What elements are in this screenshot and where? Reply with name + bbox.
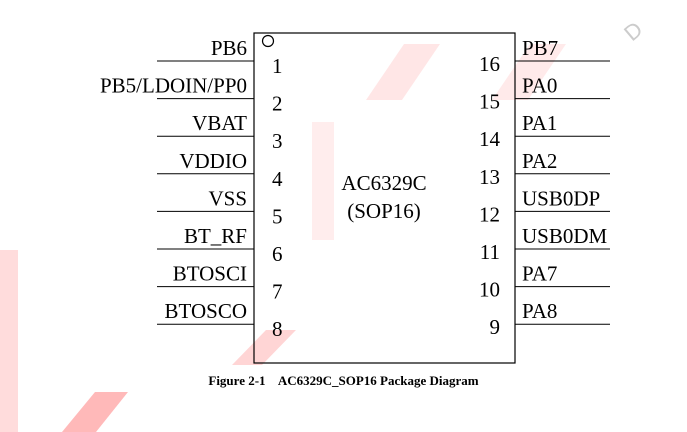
left-pin-number: 8 <box>272 317 283 341</box>
right-pin-name: PA1 <box>522 111 557 135</box>
right-pin-name: PB7 <box>522 36 558 60</box>
right-pin-number: 10 <box>479 278 500 302</box>
right-pin-number: 11 <box>480 240 500 264</box>
right-pin-group: PB7 16 PA0 15 PA1 14 PA2 13 USB0DP 12 USB0DM 11 PA7 1… <box>479 36 610 339</box>
left-pin-number: 6 <box>272 242 283 266</box>
left-pin-name: PB5/LDOIN/PP0 <box>100 74 247 98</box>
left-pin-name: BT_RF <box>184 224 247 248</box>
right-pin-number: 9 <box>490 315 501 339</box>
chip-package: (SOP16) <box>347 199 421 223</box>
left-pin-name: VSS <box>208 186 247 210</box>
left-pin-number: 4 <box>272 167 283 191</box>
left-pin-name: BTOSCI <box>173 262 247 286</box>
right-pin-name: PA7 <box>522 262 557 286</box>
right-pin-number: 13 <box>479 165 500 189</box>
left-pin-name: BTOSCO <box>165 299 247 323</box>
chip-name: AC6329C <box>341 171 426 195</box>
left-pin-number: 2 <box>272 92 283 116</box>
left-pin-number: 3 <box>272 129 283 153</box>
left-pin-number: 7 <box>272 280 283 304</box>
left-pin-name: VBAT <box>192 111 247 135</box>
right-pin-number: 14 <box>479 127 501 151</box>
pin1-marker <box>261 34 275 48</box>
figure-caption: Figure 2-1 AC6329C_SOP16 Package Diagram <box>0 373 687 389</box>
left-pin-name: PB6 <box>211 36 247 60</box>
left-pin-number: 5 <box>272 204 283 228</box>
right-pin-name: PA8 <box>522 299 557 323</box>
right-pin-name: USB0DP <box>522 186 600 210</box>
right-pin-number: 15 <box>479 90 500 114</box>
right-pin-number: 16 <box>479 52 500 76</box>
figure-title: AC6329C_SOP16 Package Diagram <box>277 373 479 388</box>
left-pin-number: 1 <box>272 54 283 78</box>
right-pin-name: PA2 <box>522 149 557 173</box>
left-pin-name: VDDIO <box>179 149 247 173</box>
right-pin-name: PA0 <box>522 74 557 98</box>
figure-label: Figure 2-1 <box>208 373 266 388</box>
chip-body <box>253 32 516 364</box>
left-pin-group: PB6 1 PB5/LDOIN/PP0 2 VBAT 3 VDDIO 4 VSS 5 BT_RF 6 B… <box>100 36 283 341</box>
right-pin-name: USB0DM <box>522 224 608 248</box>
right-pin-number: 12 <box>479 202 500 226</box>
